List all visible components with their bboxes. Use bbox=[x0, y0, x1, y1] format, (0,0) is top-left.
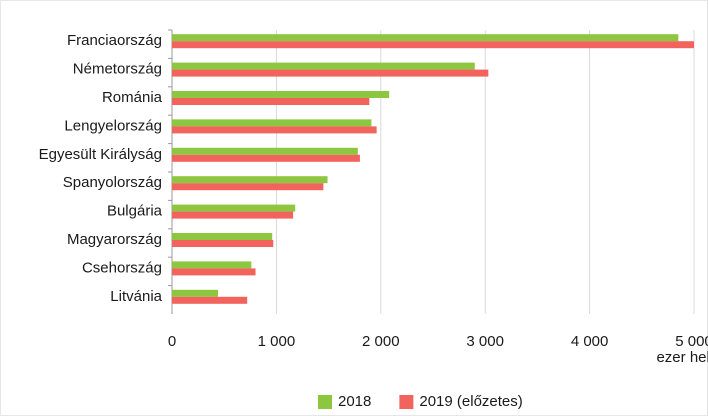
bar bbox=[172, 119, 372, 127]
bar bbox=[172, 69, 489, 77]
bar bbox=[172, 34, 679, 42]
y-tick-label: Litvánia bbox=[110, 288, 162, 305]
bar bbox=[172, 240, 274, 247]
y-tick-label: Spanyolország bbox=[63, 174, 162, 191]
bar bbox=[172, 176, 328, 184]
bar bbox=[172, 91, 390, 98]
x-tick-label: 2 000 bbox=[362, 333, 400, 350]
bar bbox=[172, 261, 252, 269]
bar bbox=[172, 41, 694, 49]
y-tick-label: Bulgária bbox=[107, 203, 163, 220]
bar bbox=[172, 98, 370, 105]
bar bbox=[172, 268, 256, 276]
bar bbox=[172, 211, 294, 219]
x-tick-label: 5 000 bbox=[675, 333, 708, 350]
legend-label: 2018 bbox=[338, 393, 371, 410]
bar bbox=[172, 204, 296, 212]
bar bbox=[172, 62, 475, 70]
y-tick-label: Németország bbox=[73, 61, 162, 78]
x-axis-label: ezer hektár bbox=[656, 349, 708, 366]
legend-label: 2019 (előzetes) bbox=[419, 393, 522, 410]
bar bbox=[172, 126, 377, 134]
bar bbox=[172, 233, 273, 240]
x-tick-label: 0 bbox=[168, 333, 176, 350]
y-tick-label: Franciaország bbox=[67, 32, 162, 49]
bar bbox=[172, 183, 324, 191]
legend-swatch bbox=[399, 395, 414, 409]
bar bbox=[172, 296, 248, 304]
legend-swatch bbox=[318, 395, 332, 409]
y-tick-label: Magyarország bbox=[67, 231, 162, 248]
bar bbox=[172, 289, 218, 297]
y-tick-label: Egyesült Királyság bbox=[39, 146, 162, 163]
bar bbox=[172, 154, 360, 162]
y-tick-label: Románia bbox=[102, 89, 163, 106]
x-tick-label: 3 000 bbox=[466, 333, 504, 350]
y-tick-label: Csehország bbox=[82, 259, 162, 276]
y-tick-label: Lengyelország bbox=[64, 117, 162, 134]
bar bbox=[172, 147, 358, 155]
x-tick-label: 4 000 bbox=[571, 333, 609, 350]
x-tick-label: 1 000 bbox=[258, 333, 296, 350]
